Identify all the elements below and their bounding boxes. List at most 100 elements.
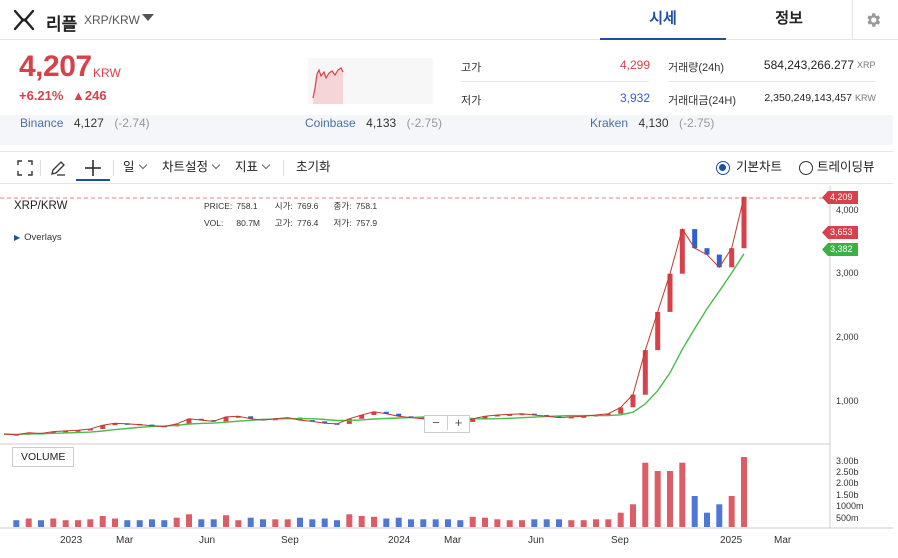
volume-bar [506, 520, 513, 527]
legend-vol-label: VOL: [204, 218, 224, 228]
exchange-item[interactable]: Coinbase 4,133 (-2.75) [305, 115, 442, 132]
amount-24h-value: 2,350,249,143,457 [764, 92, 852, 104]
zoom-in-button[interactable]: + [447, 415, 469, 430]
volume-bar [580, 520, 587, 527]
exchange-item[interactable]: Binance 4,127 (-2.74) [20, 115, 150, 132]
volume-bar [704, 512, 710, 527]
tab-quote[interactable]: 시세 [600, 0, 726, 40]
low-value: 3,932 [619, 91, 650, 105]
ohlc-legend: PRICE: 758.1 시가: 769.6 종가: 758.1 VOL: 80… [204, 198, 377, 232]
last-price-tag: 4,209 [822, 191, 858, 204]
volume-bar [469, 516, 476, 527]
chevron-down-icon[interactable] [142, 14, 154, 21]
basic-chart-label[interactable]: 기본차트 [736, 160, 783, 174]
price-candle [359, 415, 365, 419]
volume-bar [75, 520, 81, 527]
y-tick-label: 2,000 [836, 332, 859, 342]
exchange-item[interactable]: Kraken 4,130 (-2.75) [590, 115, 714, 132]
volume-tick-label: 2.50b [836, 467, 859, 477]
tradingview-label[interactable]: 트레이딩뷰 [817, 160, 875, 174]
volume-unit: XRP [857, 60, 876, 70]
volume-24h-label: 거래량(24h) [668, 62, 725, 74]
high-value: 4,299 [619, 58, 650, 72]
price-candle [704, 248, 710, 255]
exchange-name: Coinbase [305, 116, 356, 130]
gear-icon[interactable] [864, 11, 882, 29]
interval-dropdown[interactable]: 일 [123, 152, 147, 183]
volume-bar [272, 519, 279, 527]
price-candle [198, 418, 204, 421]
amount-24h-label: 거래대금(24H) [668, 95, 736, 107]
indicators-dropdown[interactable]: 지표 [235, 152, 271, 183]
volume-bar [99, 516, 106, 527]
exchange-diff: (-2.74) [114, 116, 150, 130]
volume-bar [334, 520, 340, 527]
overlays-toggle[interactable]: ▶ Overlays [14, 232, 62, 243]
volume-bar [494, 519, 501, 527]
volume-bar [642, 462, 649, 527]
legend-open-label: 시가: [274, 201, 293, 211]
current-price: 4,207 [19, 50, 92, 83]
price-candle [494, 415, 500, 417]
zoom-out-button[interactable]: − [432, 415, 440, 430]
volume-bar [667, 471, 673, 527]
tradingview-radio[interactable] [799, 161, 813, 175]
x-tick-label: Jun [199, 535, 216, 546]
price-candle [112, 423, 118, 426]
price-candle [248, 416, 254, 419]
divider [668, 81, 876, 82]
tab-info[interactable]: 정보 [775, 10, 803, 27]
price-chart[interactable] [0, 186, 893, 558]
volume-bar [38, 520, 44, 527]
volume-bar [519, 520, 525, 527]
y-tick-label: 1,000 [836, 396, 859, 406]
price-candle [556, 416, 562, 418]
volume-bar [371, 516, 377, 527]
price-candle [470, 418, 476, 422]
price-candle [63, 430, 69, 433]
high-label: 고가 [461, 62, 482, 74]
price-candles [13, 196, 747, 436]
price-candle [716, 254, 722, 268]
change-percent: +6.21% [19, 88, 64, 103]
volume-bar [383, 518, 390, 527]
price-candle [235, 416, 241, 418]
interval-label: 일 [123, 160, 135, 174]
divider [852, 0, 853, 40]
amount-unit: KRW [855, 93, 876, 103]
divider [40, 160, 41, 176]
volume-bar [309, 519, 316, 527]
volume-bars [13, 457, 747, 527]
indicators-label: 지표 [235, 160, 259, 174]
exchange-name: Binance [20, 116, 64, 130]
crosshair-tool[interactable] [76, 154, 110, 181]
volume-tick-label: 2.00b [836, 478, 859, 488]
volume-bar [457, 520, 464, 527]
legend-close-label: 종가: [333, 201, 352, 211]
pencil-icon[interactable] [49, 159, 67, 177]
price-candle [309, 420, 315, 422]
price-candle [519, 413, 525, 416]
volume-bar [568, 520, 575, 527]
x-tick-label: 2023 [60, 535, 83, 546]
volume-bar [654, 471, 661, 527]
x-tick-label: Jun [528, 535, 545, 546]
volume-bar [716, 504, 723, 527]
fullscreen-icon[interactable] [16, 159, 34, 177]
volume-bar [593, 519, 599, 527]
price-candle [371, 411, 377, 415]
volume-bar [112, 518, 118, 527]
volume-bar [691, 496, 698, 527]
basic-chart-radio[interactable] [716, 161, 730, 175]
chart-settings-dropdown[interactable]: 차트설정 [162, 152, 221, 183]
red-price-tag: 3,653 [822, 226, 858, 239]
header-bar: 리플 XRP/KRW 시세 정보 [0, 0, 898, 40]
divider [283, 160, 284, 176]
crosshair-icon [85, 160, 101, 176]
reset-button[interactable]: 초기화 [296, 160, 331, 174]
chart-settings-label: 차트설정 [162, 160, 209, 174]
exchange-prices-strip: Binance 4,127 (-2.74) Coinbase 4,133 (-2… [0, 115, 893, 145]
divider [461, 81, 649, 82]
volume-bar [420, 519, 427, 527]
volume-bar [617, 512, 624, 527]
